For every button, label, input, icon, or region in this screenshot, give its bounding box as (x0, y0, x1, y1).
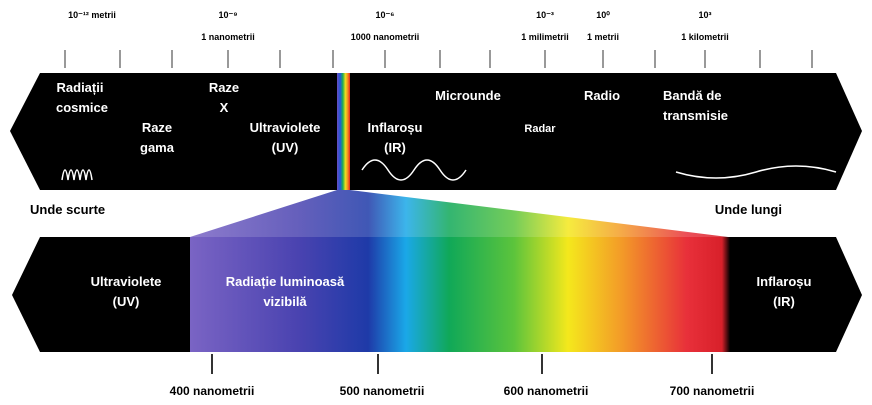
visible-fan (190, 190, 728, 237)
scale-label: 1 milimetrii (521, 32, 569, 42)
band-label: Microunde (435, 88, 501, 103)
visible-band-label: Ultraviolete (UV) (91, 274, 162, 309)
scale-label: 10⁻⁶ (376, 10, 395, 20)
scale-label: 1000 nanometrii (351, 32, 420, 42)
scale-label: 10⁰ (596, 10, 610, 20)
spectrum-bar (10, 73, 862, 190)
visible-band-label: Radiație luminoasă vizibilă (226, 274, 345, 309)
long-waves: Unde lungi (715, 202, 782, 217)
scale-label: 10³ (698, 10, 711, 20)
long-wave (675, 165, 837, 179)
band-label: Radio (584, 88, 620, 103)
wavelength-label: 700 nanometrii (670, 384, 755, 398)
wavelength-label: 400 nanometrii (170, 384, 255, 398)
band-label: Radiații cosmice (56, 80, 108, 115)
band-label: Bandă de transmisie (663, 88, 728, 123)
short-waves: Unde scurte (30, 202, 105, 217)
short-wave (61, 169, 93, 181)
scale-label: 1 nanometrii (201, 32, 255, 42)
scale-label: 1 kilometrii (681, 32, 729, 42)
scale-label: 10⁻³ (536, 10, 554, 20)
visible-gradient (190, 237, 730, 352)
scale-label: 1 metrii (587, 32, 619, 42)
wavelength-label: 600 nanometrii (504, 384, 589, 398)
band-label: Radar (524, 123, 556, 135)
band-label: Ultraviolete (UV) (250, 120, 321, 155)
scale-ticks (64, 50, 813, 68)
band-label: Raze gama (140, 120, 175, 155)
visible-strip (337, 73, 350, 190)
visible-band-label: Inflaroșu (IR) (757, 274, 812, 309)
scale-label: 10⁻⁹ (218, 10, 237, 20)
wavelength-label: 500 nanometrii (340, 384, 425, 398)
scale-label: 10⁻¹² metrii (68, 10, 116, 20)
mid-wave (361, 159, 467, 181)
band-label: Raze X (209, 80, 239, 115)
wavelength-ticks (211, 354, 713, 374)
band-label: Inflaroșu (IR) (368, 120, 423, 155)
